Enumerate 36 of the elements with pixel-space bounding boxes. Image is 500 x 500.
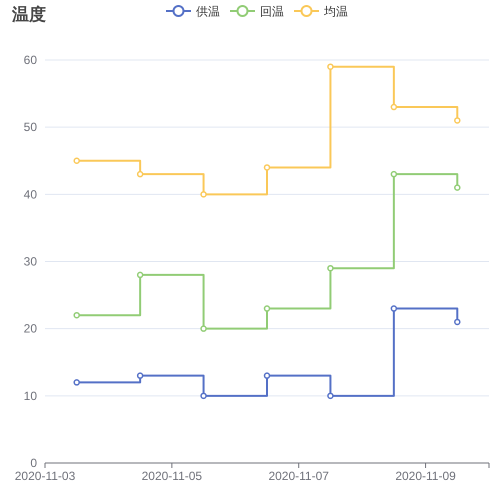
point — [454, 318, 461, 326]
y-tick-label: 20 — [24, 322, 38, 336]
point — [454, 184, 461, 191]
x-tick-label: 2020-11-09 — [395, 469, 456, 483]
point — [327, 392, 334, 400]
point — [390, 170, 398, 178]
point — [73, 312, 80, 318]
point — [73, 379, 80, 386]
x-tick-label: 2020-11-07 — [268, 469, 330, 483]
point — [200, 325, 207, 332]
point — [136, 372, 144, 379]
y-tick-label: 10 — [24, 388, 38, 403]
point — [136, 272, 144, 278]
point — [264, 305, 270, 312]
x-tick-label: 2020-11-03 — [14, 469, 76, 483]
legend-label: 供温 — [196, 4, 220, 18]
point — [264, 164, 270, 171]
legend-label: 回温 — [260, 4, 284, 18]
point — [200, 191, 207, 198]
point — [73, 158, 80, 164]
point — [390, 305, 398, 312]
point — [200, 392, 207, 400]
point — [327, 63, 334, 70]
x-tick-label: 2020-11-05 — [142, 469, 202, 483]
point — [454, 117, 461, 124]
point — [136, 170, 144, 178]
point — [327, 264, 334, 272]
chart-title: 温度 — [11, 5, 46, 24]
y-tick-label: 0 — [30, 456, 38, 470]
y-tick-label: 50 — [24, 120, 38, 134]
point — [264, 372, 270, 379]
legend-label: 均温 — [323, 4, 348, 18]
y-tick-label: 30 — [24, 254, 38, 268]
y-tick-label: 60 — [24, 53, 38, 67]
y-tick-label: 40 — [24, 187, 38, 202]
point — [390, 104, 398, 110]
